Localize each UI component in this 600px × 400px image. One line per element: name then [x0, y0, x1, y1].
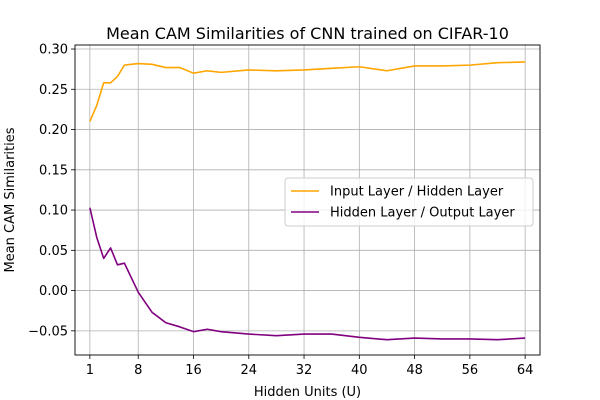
x-tick-label: 32: [296, 363, 313, 378]
x-tick-label: 24: [240, 363, 257, 378]
x-axis-label: Hidden Units (U): [254, 385, 361, 400]
x-tick-label: 56: [462, 363, 479, 378]
series-line-1: [89, 207, 526, 341]
legend-box: [284, 177, 534, 227]
series-lines: [89, 61, 526, 341]
x-tick-label: 48: [406, 363, 423, 378]
y-tick-label: 0.20: [39, 123, 68, 138]
y-tick-label: 0.30: [39, 43, 68, 58]
legend: Input Layer / Hidden Layer Hidden Layer /…: [284, 177, 534, 227]
legend-label-0: Input Layer / Hidden Layer: [330, 185, 504, 200]
x-tick-label: 1: [86, 363, 94, 378]
ticks: 1 8 16 24 32 40 48 56 64 −0.05 0.00 0.05 0.10 0.15 0.2…: [28, 43, 533, 378]
x-tick-label: 40: [351, 363, 368, 378]
y-tick-label: 0.15: [39, 163, 68, 178]
series-line-0: [89, 61, 526, 122]
x-tick-label: 8: [134, 363, 142, 378]
y-tick-label: −0.05: [28, 324, 68, 339]
y-axis-label: Mean CAM Similarities: [3, 127, 18, 272]
plot-frame: [74, 44, 541, 356]
legend-label-1: Hidden Layer / Output Layer: [330, 206, 515, 221]
x-tick-label: 64: [517, 363, 534, 378]
y-tick-label: 0.25: [39, 83, 68, 98]
y-tick-label: 0.00: [39, 284, 68, 299]
chart-title: Mean CAM Similarities of CNN trained on …: [106, 24, 509, 43]
x-tick-label: 16: [185, 363, 202, 378]
y-tick-label: 0.10: [39, 204, 68, 219]
y-tick-label: 0.05: [39, 244, 68, 259]
